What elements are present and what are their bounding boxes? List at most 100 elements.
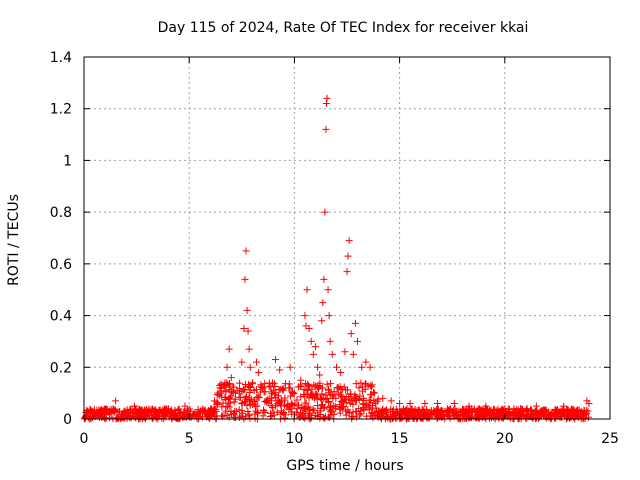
data-point xyxy=(362,358,370,366)
data-point xyxy=(300,405,308,413)
data-point xyxy=(271,356,279,364)
data-point xyxy=(332,404,340,412)
data-point xyxy=(489,410,497,418)
data-point xyxy=(259,384,267,392)
data-point xyxy=(268,404,276,412)
data-point xyxy=(332,363,340,371)
data-point xyxy=(224,395,232,403)
data-point xyxy=(490,406,498,414)
grid xyxy=(84,57,610,419)
data-point xyxy=(231,389,239,397)
data-point xyxy=(266,382,274,390)
data-point xyxy=(93,409,101,417)
data-point xyxy=(459,411,467,419)
data-point xyxy=(328,350,336,358)
data-point xyxy=(149,414,157,422)
data-point xyxy=(336,406,344,414)
data-point xyxy=(345,395,353,403)
data-point xyxy=(125,414,133,422)
data-point xyxy=(310,393,318,401)
data-point xyxy=(242,247,250,255)
data-point xyxy=(275,392,283,400)
data-point xyxy=(264,396,272,404)
data-point xyxy=(279,409,287,417)
data-point xyxy=(321,208,329,216)
data-point xyxy=(223,411,231,419)
data-point xyxy=(337,402,345,410)
data-point xyxy=(240,325,248,332)
data-point xyxy=(484,405,492,413)
data-point xyxy=(218,412,226,420)
data-point xyxy=(240,385,248,393)
data-point xyxy=(328,408,336,416)
data-point xyxy=(391,412,399,420)
data-points xyxy=(80,94,593,423)
data-point xyxy=(213,401,221,409)
data-point xyxy=(125,408,133,416)
y-tick-label: 0.2 xyxy=(50,360,72,376)
data-point xyxy=(314,382,322,390)
data-point xyxy=(244,407,252,415)
data-point xyxy=(532,402,540,410)
data-point xyxy=(236,379,244,387)
data-point xyxy=(450,406,458,414)
data-point xyxy=(180,408,188,416)
data-point xyxy=(542,406,550,414)
data-point xyxy=(246,383,254,391)
data-point xyxy=(286,363,294,371)
data-point xyxy=(320,395,328,403)
data-point xyxy=(309,350,317,358)
data-point xyxy=(248,379,256,387)
data-point xyxy=(176,414,184,422)
data-point xyxy=(368,404,376,412)
data-point xyxy=(337,392,345,400)
data-point xyxy=(570,407,578,415)
y-tick-label: 1.4 xyxy=(50,50,72,66)
data-point xyxy=(257,382,265,390)
data-point xyxy=(343,268,351,276)
data-point xyxy=(366,363,374,371)
data-point xyxy=(299,409,307,417)
data-point xyxy=(354,337,362,345)
y-tick-label: 1 xyxy=(63,153,72,169)
data-point xyxy=(236,393,244,401)
data-point xyxy=(314,363,322,371)
data-point xyxy=(514,414,522,422)
data-point xyxy=(121,408,129,416)
data-point xyxy=(243,306,251,314)
data-point xyxy=(325,399,333,407)
data-point xyxy=(197,408,205,416)
data-point xyxy=(311,343,319,351)
data-point xyxy=(275,386,283,394)
data-point xyxy=(323,380,331,388)
data-point xyxy=(433,399,441,407)
data-point xyxy=(250,387,258,395)
data-point xyxy=(232,408,240,416)
data-point xyxy=(379,394,387,402)
axis-ticks: 0 5 10 15 20 25 0 0.2 0.4 0.6 0.8 1 1.2 1.4 xyxy=(50,50,619,447)
data-point xyxy=(301,312,309,320)
data-point xyxy=(303,286,311,294)
data-point xyxy=(325,312,333,320)
data-point xyxy=(245,345,253,353)
x-axis-label: GPS time / hours xyxy=(286,458,403,474)
data-point xyxy=(450,399,458,407)
data-point xyxy=(267,409,275,417)
data-point xyxy=(440,411,448,419)
data-point xyxy=(258,383,266,391)
data-point xyxy=(281,414,289,422)
data-point xyxy=(167,408,175,416)
data-point xyxy=(349,408,357,416)
data-point xyxy=(306,406,314,414)
data-point xyxy=(222,387,230,395)
data-point xyxy=(217,389,225,397)
data-point xyxy=(241,398,249,406)
data-point xyxy=(406,399,414,407)
data-point xyxy=(255,368,263,376)
data-point xyxy=(322,125,330,133)
data-point xyxy=(321,414,329,422)
y-tick-label: 1.2 xyxy=(50,102,72,118)
data-point xyxy=(512,406,520,414)
data-point xyxy=(292,408,300,416)
data-point xyxy=(327,390,335,398)
